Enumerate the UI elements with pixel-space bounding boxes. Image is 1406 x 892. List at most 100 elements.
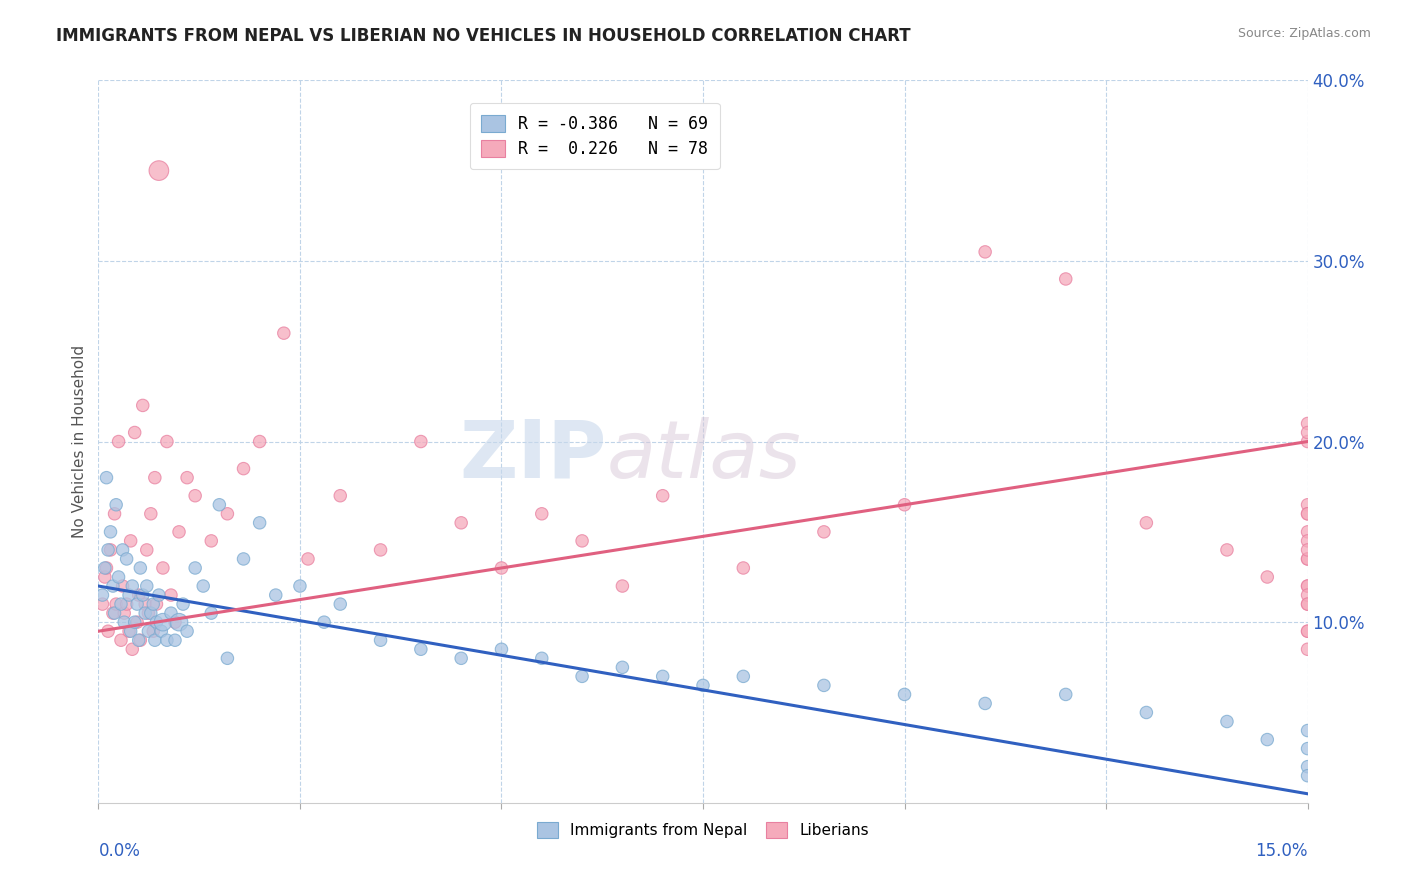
Point [813,678,835,692]
Point [1296,417,1319,431]
Point [530,507,553,521]
Text: 15.0%: 15.0% [1256,842,1308,860]
Point [200,533,222,548]
Point [974,244,997,259]
Text: 0.0%: 0.0% [98,842,141,860]
Point [94,561,117,575]
Point [121,579,143,593]
Point [571,669,593,683]
Point [1296,552,1319,566]
Point [163,633,186,648]
Point [249,434,271,449]
Point [142,597,165,611]
Point [101,606,124,620]
Point [120,533,142,548]
Point [1296,597,1319,611]
Point [1216,542,1239,557]
Point [329,597,352,611]
Point [101,579,124,593]
Point [1296,533,1319,548]
Point [692,678,714,692]
Point [152,615,174,630]
Point [450,516,472,530]
Point [1296,542,1319,557]
Point [1296,624,1319,639]
Point [1256,732,1278,747]
Point [145,615,167,630]
Point [112,615,135,630]
Point [143,471,166,485]
Point [1216,714,1239,729]
Point [111,542,134,557]
Point [97,624,120,639]
Point [167,615,190,630]
Point [100,524,122,539]
Point [1296,507,1319,521]
Point [134,597,156,611]
Point [893,498,915,512]
Point [200,606,222,620]
Point [1296,579,1319,593]
Point [124,425,146,440]
Point [1256,570,1278,584]
Point [143,633,166,648]
Point [813,524,835,539]
Point [112,606,135,620]
Point [107,570,129,584]
Point [163,615,186,630]
Point [94,570,117,584]
Point [103,606,125,620]
Point [571,533,593,548]
Point [128,588,150,602]
Point [1296,642,1319,657]
Point [148,163,170,178]
Point [491,561,513,575]
Text: Source: ZipAtlas.com: Source: ZipAtlas.com [1237,27,1371,40]
Point [1296,760,1319,774]
Point [409,642,432,657]
Point [1296,624,1319,639]
Point [107,434,129,449]
Point [370,633,392,648]
Point [124,615,146,630]
Point [135,542,157,557]
Point [1296,552,1319,566]
Point [249,516,271,530]
Point [96,561,118,575]
Point [160,606,183,620]
Point [176,471,198,485]
Point [100,542,122,557]
Legend: Immigrants from Nepal, Liberians: Immigrants from Nepal, Liberians [529,814,877,846]
Point [1296,524,1319,539]
Point [893,687,915,701]
Text: atlas: atlas [606,417,801,495]
Point [110,597,132,611]
Point [139,606,162,620]
Point [127,597,149,611]
Point [612,579,634,593]
Point [145,597,167,611]
Point [103,507,125,521]
Point [110,633,132,648]
Point [128,633,150,648]
Point [176,624,198,639]
Point [115,552,138,566]
Point [370,542,392,557]
Point [450,651,472,665]
Point [530,651,553,665]
Point [138,606,160,620]
Point [121,642,143,657]
Point [97,542,120,557]
Point [1296,425,1319,440]
Point [120,624,142,639]
Point [167,524,190,539]
Point [148,588,170,602]
Point [139,507,162,521]
Point [1296,597,1319,611]
Point [142,624,165,639]
Point [105,597,128,611]
Point [91,588,114,602]
Point [135,579,157,593]
Point [1054,272,1077,286]
Point [232,461,254,475]
